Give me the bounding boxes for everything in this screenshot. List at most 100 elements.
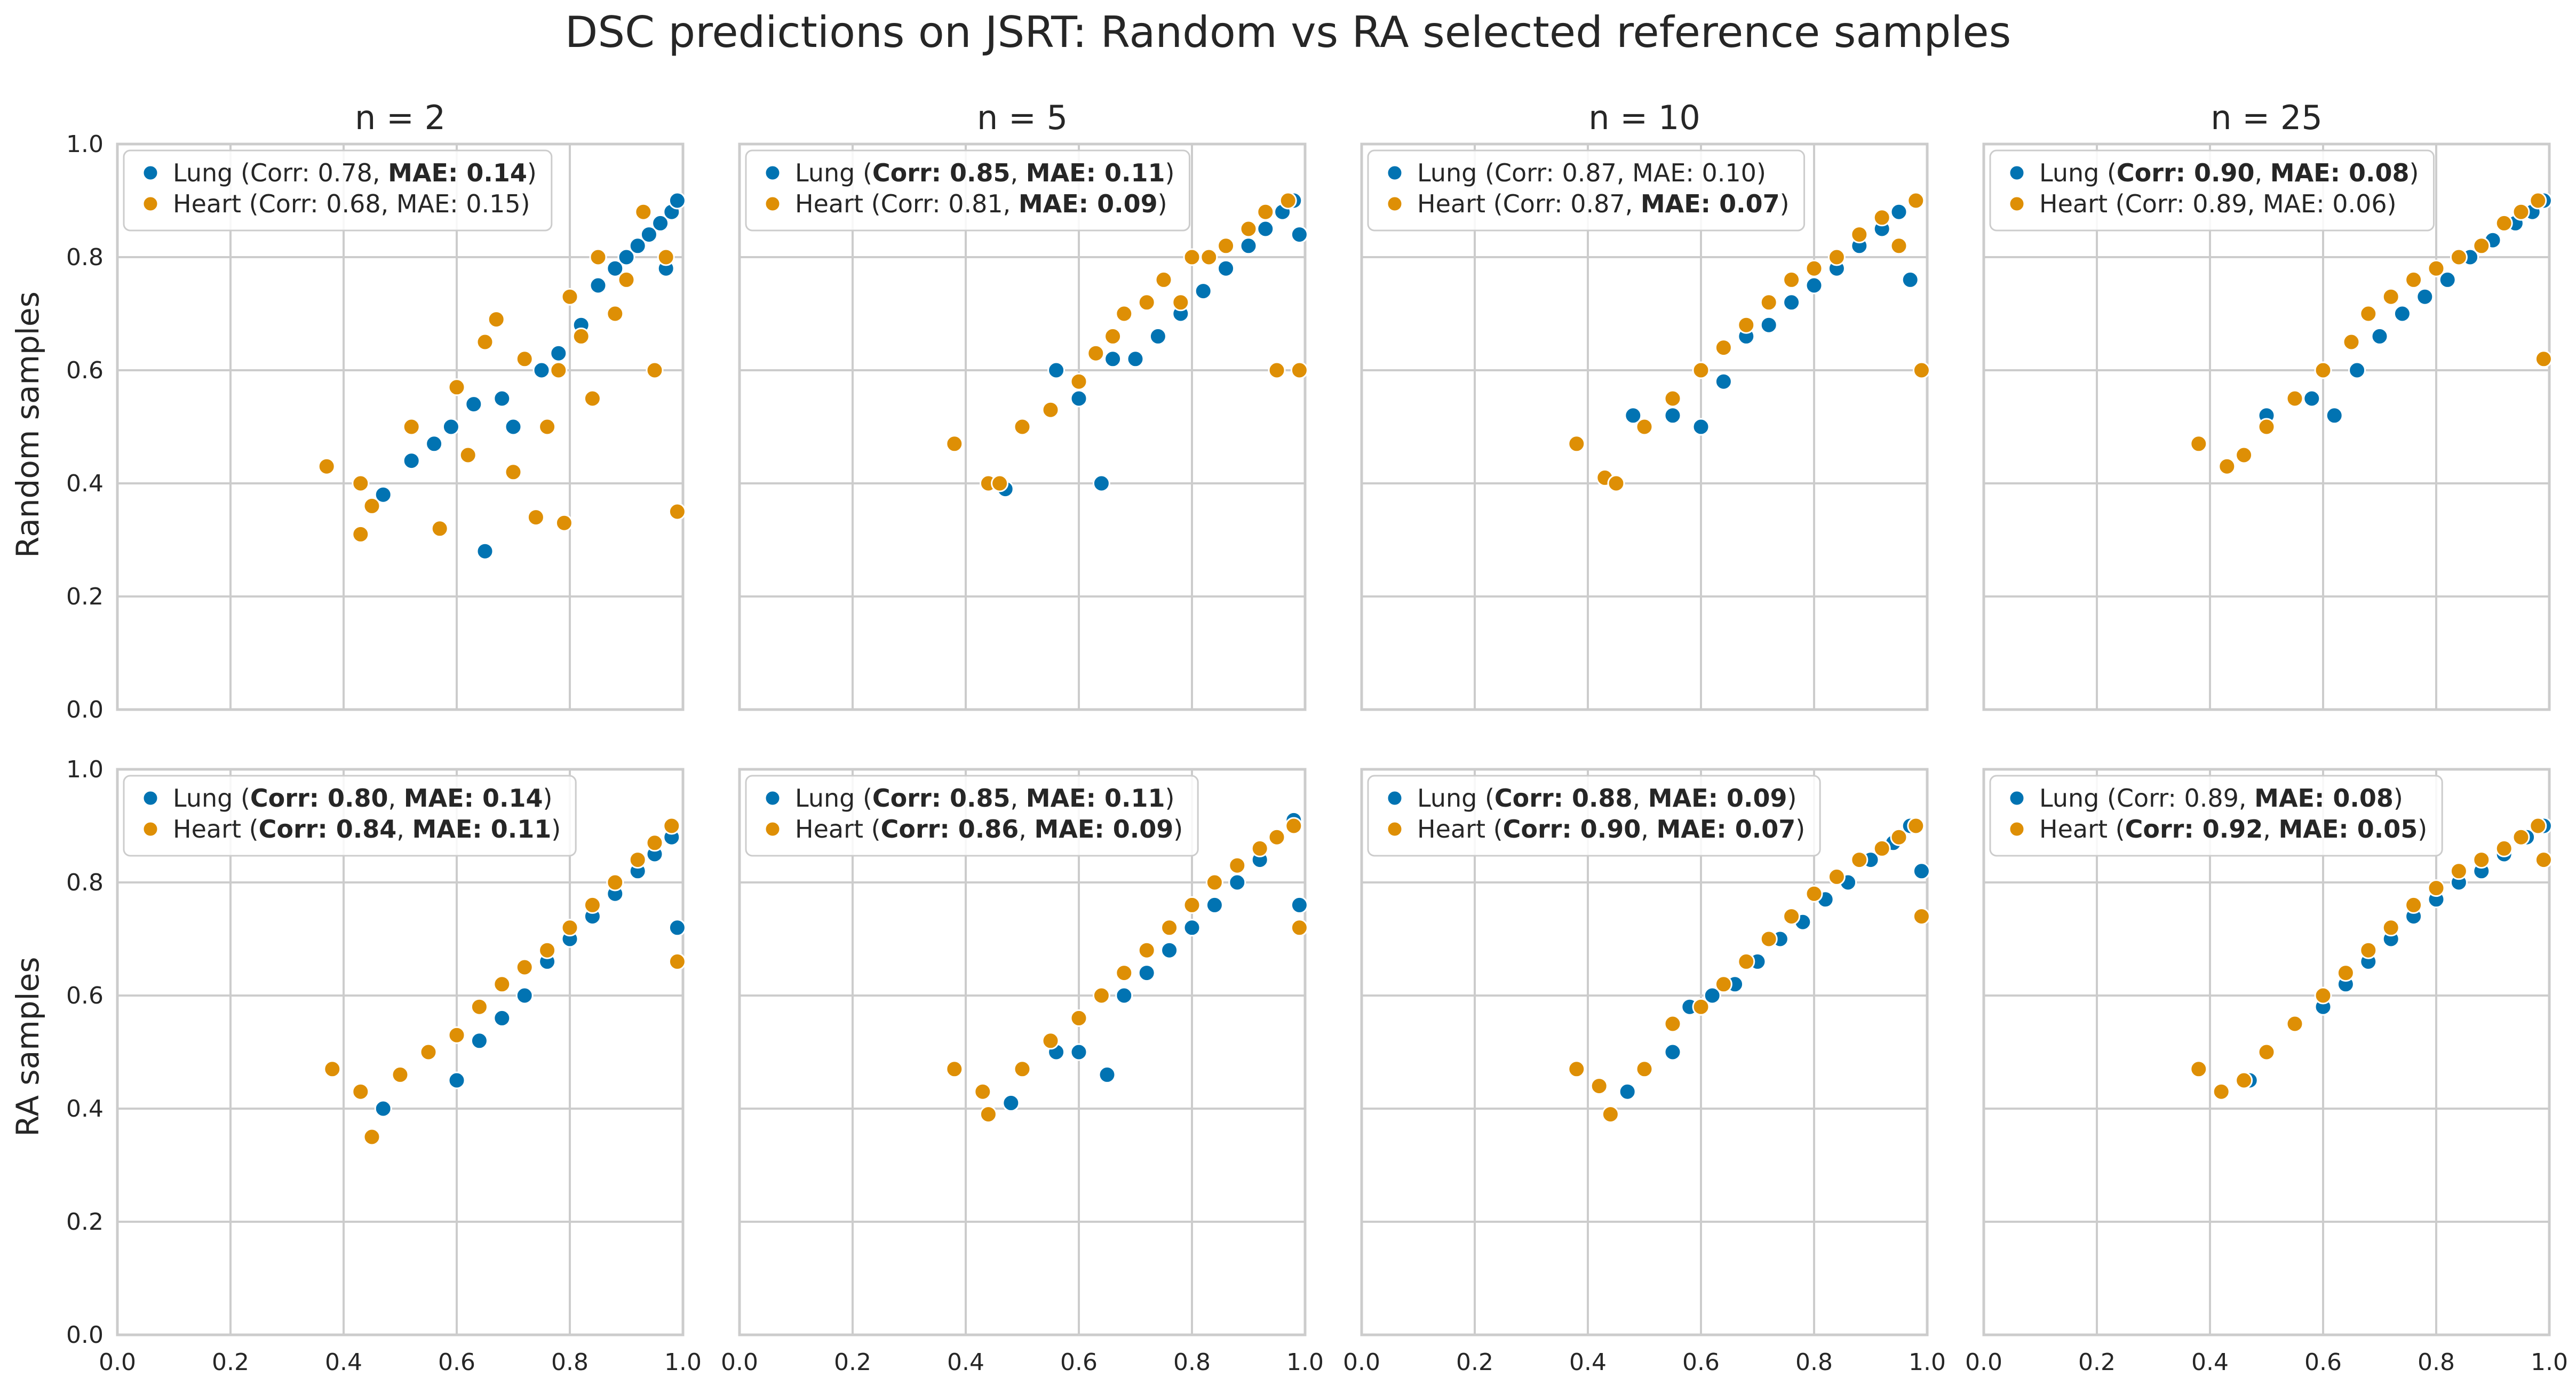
- heart-point: [2359, 305, 2378, 323]
- heart-point: [1268, 361, 1286, 379]
- lung-point: [1228, 873, 1246, 891]
- heart-point: [550, 361, 568, 379]
- heart-point: [1890, 828, 1908, 846]
- x-tick-label: 0.8: [1795, 1349, 1833, 1376]
- lung-point: [1912, 862, 1930, 880]
- legend-label-lung: Lung (Corr: 0.88, MAE: 0.09): [1417, 784, 1796, 813]
- legend-label-lung: Lung (Corr: 0.80, MAE: 0.14): [173, 784, 552, 813]
- heart-point: [606, 873, 624, 891]
- heart-point: [1590, 1077, 1608, 1095]
- panel-title: n = 2: [355, 98, 446, 137]
- x-tick-label: 0.2: [834, 1349, 871, 1376]
- legend-marker-lung: [764, 164, 781, 181]
- axes-frame: [1982, 768, 2551, 1336]
- lung-point: [1901, 270, 1919, 289]
- heart-point: [2382, 919, 2400, 937]
- lung-point: [550, 344, 568, 362]
- heart-point: [2342, 333, 2360, 351]
- heart-point: [1013, 1060, 1031, 1078]
- heart-point: [2427, 259, 2445, 277]
- legend-box: [1367, 149, 1806, 232]
- y-tick-label: 0.8: [66, 869, 104, 896]
- plot-area: [1362, 769, 1927, 1335]
- heart-point: [634, 203, 653, 221]
- lung-point: [1047, 361, 1066, 379]
- legend-box: [123, 149, 553, 232]
- heart-point: [2190, 1060, 2208, 1078]
- lung-point: [1624, 407, 1642, 425]
- legend: Lung (Corr: 0.85, MAE: 0.11)Heart (Corr:…: [745, 775, 1199, 857]
- heart-point: [1714, 339, 1732, 357]
- lung-point: [1618, 1082, 1636, 1101]
- panel-4: n = 25 Lung (Corr: 0.90, MAE: 0.08)Heart …: [1982, 98, 2553, 711]
- heart-point: [1664, 1015, 1682, 1033]
- plot-area: [117, 144, 683, 710]
- series-heart: [2190, 192, 2553, 475]
- heart-point: [1279, 192, 1297, 210]
- y-tick-label: 0.4: [66, 470, 104, 497]
- lung-point: [1002, 1094, 1020, 1112]
- lung-point: [1092, 474, 1110, 492]
- heart-point: [2529, 192, 2547, 210]
- heart-point: [2512, 203, 2530, 221]
- heart-point: [668, 503, 686, 521]
- heart-point: [2472, 237, 2491, 255]
- heart-point: [487, 311, 505, 329]
- lung-point: [2303, 389, 2321, 408]
- series-heart: [2190, 817, 2553, 1101]
- heart-point: [363, 1128, 381, 1146]
- heart-point: [1070, 372, 1088, 391]
- axes-frame: [738, 142, 1307, 711]
- lung-point: [1290, 896, 1308, 914]
- legend-marker-lung: [764, 790, 781, 807]
- legend: Lung (Corr: 0.90, MAE: 0.08)Heart (Corr:…: [1989, 149, 2435, 232]
- x-tick-label: 0.8: [2418, 1349, 2455, 1376]
- legend-marker-heart: [2008, 821, 2025, 838]
- x-tick-label: 0.6: [1060, 1349, 1098, 1376]
- lung-point: [629, 237, 647, 255]
- lung-point: [1205, 896, 1223, 914]
- panel-3: n = 10 Lung (Corr: 0.87, MAE: 0.10)Heart …: [1360, 98, 1930, 711]
- lung-point: [532, 361, 551, 379]
- heart-point: [2512, 828, 2530, 846]
- legend-marker-heart: [2008, 195, 2025, 212]
- series-heart: [323, 817, 686, 1146]
- legend-label-heart: Heart (Corr: 0.81, MAE: 0.09): [795, 189, 1167, 218]
- heart-point: [1115, 305, 1133, 323]
- heart-point: [2529, 817, 2547, 835]
- lung-point: [1070, 389, 1088, 408]
- lung-point: [1664, 1043, 1682, 1061]
- heart-point: [2382, 288, 2400, 306]
- series-heart: [1568, 817, 1930, 1124]
- lung-point: [1115, 986, 1133, 1005]
- heart-point: [2534, 851, 2553, 869]
- lung-point: [668, 919, 686, 937]
- heart-point: [2336, 964, 2355, 982]
- lung-point: [465, 395, 483, 413]
- heart-point: [515, 958, 534, 976]
- x-tick-label: 0.0: [1343, 1349, 1380, 1376]
- heart-point: [2218, 457, 2236, 475]
- heart-point: [2235, 1071, 2253, 1089]
- series-heart: [1568, 192, 1930, 492]
- lung-point: [1890, 203, 1908, 221]
- heart-point: [668, 952, 686, 970]
- lung-point: [493, 389, 511, 408]
- x-tick-label: 0.2: [1456, 1349, 1493, 1376]
- legend-marker-heart: [142, 195, 159, 212]
- heart-point: [2495, 214, 2513, 232]
- heart-point: [1760, 930, 1778, 948]
- heart-point: [1155, 270, 1173, 289]
- legend-label-heart: Heart (Corr: 0.89, MAE: 0.06): [2039, 189, 2397, 218]
- lung-point: [1692, 418, 1710, 436]
- heart-point: [1200, 248, 1218, 266]
- row-label-ra: RA samples: [10, 957, 46, 1136]
- lung-point: [476, 542, 494, 560]
- heart-point: [1714, 975, 1732, 993]
- y-tick-label: 0.4: [66, 1095, 104, 1123]
- legend-label-heart: Heart (Corr: 0.68, MAE: 0.15): [173, 189, 530, 218]
- legend-marker-heart: [142, 821, 159, 838]
- legend-label-heart: Heart (Corr: 0.86, MAE: 0.09): [795, 815, 1183, 843]
- heart-point: [1041, 1032, 1060, 1050]
- panel-6: 0.0 0.2 0.4 0.6 0.8 1.0 Lung (Corr: 0.85, MAE:…: [721, 768, 1324, 1376]
